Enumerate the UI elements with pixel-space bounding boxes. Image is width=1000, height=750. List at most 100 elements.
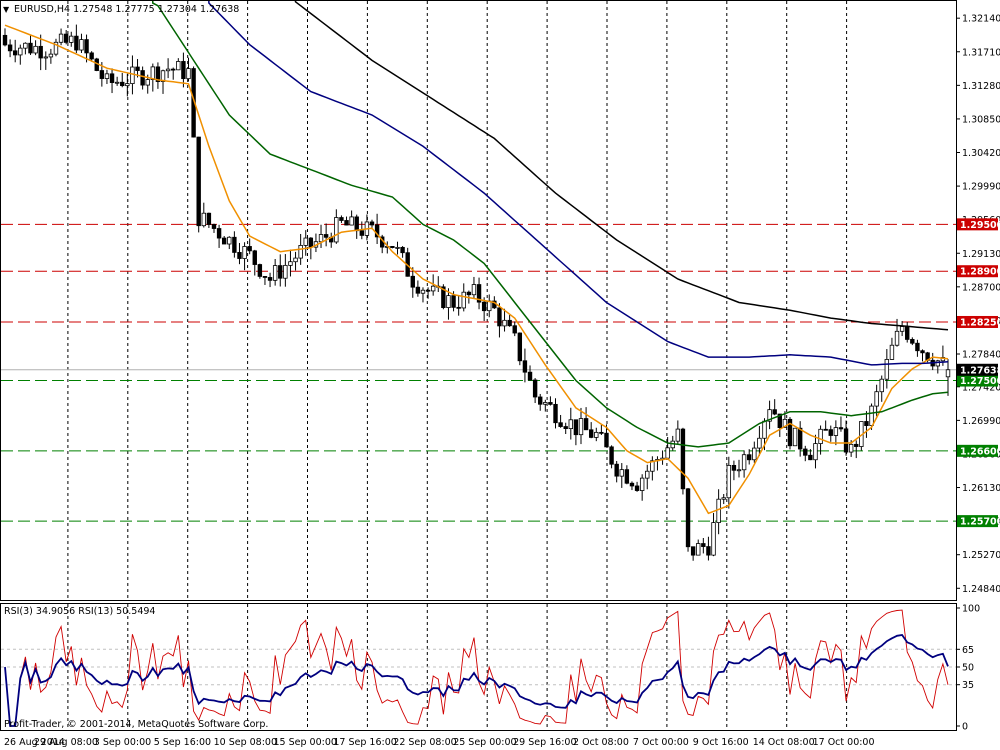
candle-body bbox=[920, 350, 925, 354]
candle-body bbox=[216, 228, 222, 239]
candle-body bbox=[787, 418, 793, 447]
candle-body bbox=[278, 265, 283, 279]
candle-body bbox=[7, 44, 13, 52]
candle-body bbox=[262, 276, 268, 278]
level-tag bbox=[957, 374, 998, 387]
candle-body bbox=[808, 454, 813, 461]
time-tick-label: 26 Aug 2014 bbox=[4, 737, 65, 748]
rsi-axis: 100 65 50 35 0 bbox=[956, 604, 980, 733]
candle-body bbox=[757, 437, 762, 449]
candle-body bbox=[155, 66, 161, 82]
price-tick-label: 1.29130 bbox=[962, 249, 1000, 260]
rsi-tick-label: 0 bbox=[962, 722, 968, 733]
level-tag bbox=[957, 515, 998, 528]
symbol-header: EURUSD,H4 1.27548 1.27775 1.27304 1.2763… bbox=[14, 4, 239, 15]
candle-body bbox=[145, 79, 150, 86]
candle-body bbox=[797, 427, 803, 450]
candle-body bbox=[736, 469, 742, 472]
time-tick-label: 9 Oct 16:00 bbox=[693, 737, 749, 748]
candle-body bbox=[451, 295, 456, 308]
candle-body bbox=[69, 35, 74, 43]
candle-body bbox=[288, 261, 293, 266]
candle-body bbox=[915, 342, 920, 352]
moving-average-line bbox=[151, 1, 949, 448]
candle-body bbox=[945, 369, 951, 378]
rsi-plot bbox=[1, 609, 956, 727]
candle-body bbox=[716, 498, 721, 523]
time-tick-label: 5 Sep 16:00 bbox=[154, 737, 211, 748]
current-price-tag bbox=[957, 363, 998, 376]
candle-body bbox=[762, 420, 767, 439]
rsi-header: RSI(3) 34.9056 RSI(13) 50.5494 bbox=[4, 606, 155, 617]
candle-body bbox=[624, 469, 630, 484]
price-tick-label: 1.29990 bbox=[962, 182, 1000, 193]
candle-body bbox=[53, 41, 59, 55]
candle-body bbox=[838, 427, 844, 430]
candle-body bbox=[104, 73, 110, 79]
candle-body bbox=[211, 224, 217, 229]
candle-body bbox=[747, 454, 752, 461]
candle-body bbox=[48, 53, 54, 58]
candle-body bbox=[308, 237, 314, 248]
candle-body bbox=[874, 391, 879, 407]
candle-body bbox=[390, 246, 395, 248]
level-tag-label: 1.28900 bbox=[960, 267, 1000, 278]
price-tick-label: 1.32140 bbox=[962, 14, 1000, 25]
candle-body bbox=[130, 66, 135, 84]
candle-body bbox=[594, 431, 599, 438]
candle-body bbox=[848, 443, 854, 453]
candle-body bbox=[344, 220, 349, 226]
candle-body bbox=[201, 212, 206, 227]
time-tick-label: 14 Oct 08:00 bbox=[753, 737, 815, 748]
candle-body bbox=[854, 443, 859, 447]
price-tags: 1.29500 1.28900 1.28250 1.27500 1.26600 1.257… bbox=[957, 218, 1000, 528]
candle-body bbox=[334, 217, 339, 243]
price-panel-frame bbox=[0, 0, 957, 601]
candle-body bbox=[186, 68, 191, 80]
level-tag bbox=[957, 265, 998, 278]
candle-body bbox=[507, 319, 512, 327]
candle-body bbox=[680, 428, 686, 490]
candle-body bbox=[517, 332, 523, 362]
level-tag bbox=[957, 315, 998, 328]
candle-body bbox=[690, 546, 696, 556]
candle-body bbox=[171, 68, 176, 71]
chart-header-triangle-icon[interactable]: ▼ bbox=[3, 5, 10, 14]
level-tag-label: 1.29500 bbox=[960, 220, 1000, 231]
candle-body bbox=[339, 217, 344, 221]
copyright-label: Profit-Trader, © 2001-2014, MetaQuotes S… bbox=[4, 719, 268, 730]
candle-body bbox=[879, 378, 884, 393]
candle-body bbox=[650, 460, 655, 472]
candle-body bbox=[609, 446, 614, 465]
candle-body bbox=[889, 344, 895, 360]
candle-body bbox=[721, 497, 726, 500]
candle-body bbox=[237, 252, 242, 259]
candle-body bbox=[502, 319, 507, 327]
candle-body bbox=[456, 306, 461, 309]
candle-body bbox=[323, 234, 329, 238]
moving-average-line bbox=[294, 1, 949, 331]
candle-body bbox=[823, 428, 828, 431]
time-tick-label: 29 Aug 08:00 bbox=[34, 737, 98, 748]
candle-body bbox=[58, 33, 64, 43]
candle-body bbox=[99, 70, 105, 79]
candle-body bbox=[629, 482, 635, 487]
candle-body bbox=[283, 264, 288, 279]
candle-body bbox=[2, 34, 8, 46]
candle-body bbox=[696, 543, 701, 556]
rsi13-line bbox=[4, 634, 949, 727]
rsi-tick-label: 50 bbox=[962, 663, 974, 674]
candle-body bbox=[359, 230, 365, 236]
price-tick-label: 1.26990 bbox=[962, 416, 1000, 427]
candle-body bbox=[583, 418, 589, 431]
candle-body bbox=[227, 236, 232, 245]
level-tag-label: 1.26600 bbox=[960, 446, 1000, 457]
candle-body bbox=[818, 428, 823, 444]
candle-body bbox=[33, 45, 38, 54]
price-tick-label: 1.30850 bbox=[962, 114, 1000, 125]
candle-body bbox=[639, 477, 645, 491]
current-price-tag-label: 1.27638 bbox=[960, 365, 1000, 376]
candle-body bbox=[150, 66, 156, 80]
price-tick-label: 1.28700 bbox=[962, 282, 1000, 293]
